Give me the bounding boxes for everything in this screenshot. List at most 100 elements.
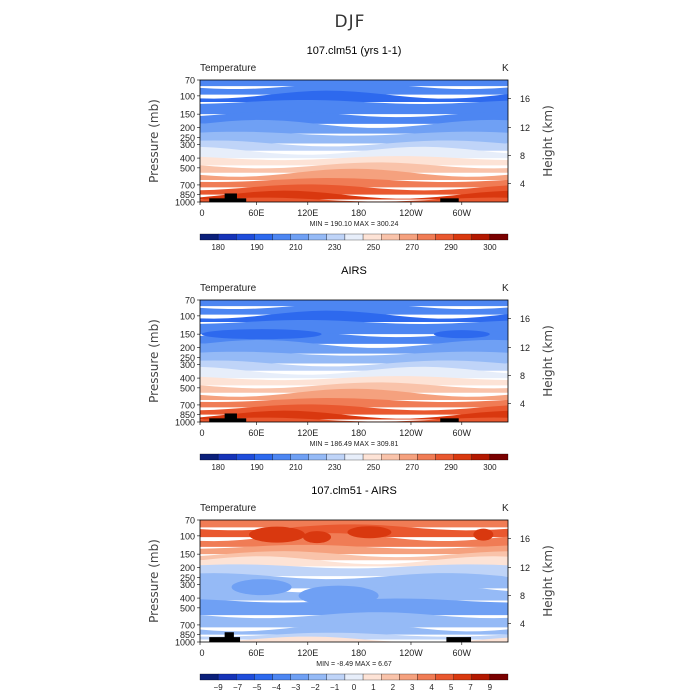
contour-band: [200, 636, 508, 642]
colorbar-swatch: [362, 673, 382, 681]
colorbar-swatch: [435, 673, 454, 681]
chart-panel-1: 107.clm51 (yrs 1-1) Temperature K 70 100 150 2…: [147, 45, 555, 252]
contour-band: [200, 612, 508, 628]
contour-band: [200, 168, 508, 181]
panel-variable-label: Temperature: [200, 63, 257, 74]
colorbar-swatch: [217, 453, 237, 461]
colorbar-tick-label: 2: [391, 683, 396, 692]
x-tick-label: 60E: [248, 208, 264, 218]
y-tick-label: 850: [180, 410, 195, 420]
y-tick-label: 200: [180, 563, 195, 573]
contour-band: [200, 623, 508, 635]
colorbar-tick-label: 3: [410, 683, 415, 692]
contour-band: [200, 382, 508, 393]
y2-tick-label: 16: [520, 94, 530, 104]
y-tick-label: 500: [180, 603, 195, 613]
contour-band: [200, 131, 508, 144]
contour-band: [200, 376, 508, 386]
colorbar-tick-label: 250: [367, 243, 381, 252]
topography: [440, 418, 459, 422]
contour-field: [200, 80, 508, 202]
colorbar-swatch: [236, 673, 255, 681]
colorbar-swatch: [290, 453, 309, 461]
contour-band: [200, 119, 508, 134]
plot-frame: [199, 519, 509, 643]
colorbar-swatch: [236, 453, 255, 461]
colorbar-swatch: [254, 673, 273, 681]
colorbar-swatch: [199, 673, 219, 681]
contour-band: [200, 83, 508, 95]
colorbar-tick-label: 0: [352, 683, 357, 692]
colorbar-swatch: [381, 453, 400, 461]
colorbar-swatch: [272, 233, 291, 241]
anomaly-cell: [347, 526, 392, 539]
y-tick-label: 400: [180, 374, 195, 384]
contour-band: [200, 520, 508, 528]
y-tick-label: 1000: [175, 418, 195, 428]
y-tick-label: 700: [180, 620, 195, 630]
colorbar-swatch: [453, 453, 472, 461]
plot-frame: [199, 79, 509, 203]
y-tick-label: 400: [180, 594, 195, 604]
topography: [224, 413, 237, 422]
colorbar-swatch: [199, 233, 219, 241]
contour-band: [200, 190, 508, 200]
contour-band: [200, 339, 508, 354]
colorbar-swatch: [399, 453, 418, 461]
colorbar-tick-label: 230: [328, 463, 342, 472]
y-tick-label: 150: [180, 330, 195, 340]
y2-axis-title: Height (km): [541, 105, 555, 176]
colorbar-swatch: [417, 233, 436, 241]
x-tick-label: 60E: [248, 428, 264, 438]
colorbar-tick-label: 9: [488, 683, 493, 692]
contour-band: [200, 351, 508, 364]
contour-cell: [201, 329, 322, 340]
y-tick-label: 400: [180, 154, 195, 164]
y-tick-label: 250: [180, 353, 195, 363]
contour-band: [200, 303, 508, 315]
y2-tick-label: 16: [520, 314, 530, 324]
y-tick-label: 100: [180, 531, 195, 541]
y-tick-label: 250: [180, 573, 195, 583]
y2-tick-label: 8: [520, 151, 525, 161]
colorbar-tick-label: 210: [289, 243, 303, 252]
y2-axis-title: Height (km): [541, 325, 555, 396]
panel-variable-label: Temperature: [200, 503, 257, 514]
x-tick-label: 0: [199, 648, 204, 658]
colorbar-tick-label: 250: [367, 463, 381, 472]
anomaly-cell: [303, 531, 332, 544]
y2-tick-label: 16: [520, 534, 530, 544]
colorbar-swatch: [344, 673, 364, 681]
colorbar-tick-label: −1: [330, 683, 340, 692]
anomaly-cell: [473, 528, 494, 541]
colorbar-tick-label: 180: [211, 463, 225, 472]
min-max-stats: MIN = 190.10 MAX = 300.24: [310, 221, 399, 228]
colorbar-tick-label: 300: [483, 243, 497, 252]
topography: [224, 193, 237, 202]
y-tick-label: 100: [180, 91, 195, 101]
colorbar-swatch: [217, 233, 237, 241]
contour-band: [200, 598, 508, 616]
contour-band: [200, 410, 508, 420]
x-tick-label: 120W: [399, 428, 423, 438]
colorbar-tick-label: 7: [468, 683, 473, 692]
y-axis-title: Pressure (mb): [147, 539, 161, 623]
anomaly-cell: [249, 526, 305, 543]
colorbar-tick-label: 5: [449, 683, 454, 692]
colorbar-tick-label: 290: [444, 463, 458, 472]
colorbar-tick-label: 4: [429, 683, 434, 692]
colorbar-tick-label: 180: [211, 243, 225, 252]
panel-title: 107.clm51 (yrs 1-1): [307, 45, 402, 57]
y2-tick-label: 8: [520, 591, 525, 601]
y-tick-label: 200: [180, 123, 195, 133]
x-tick-label: 180: [351, 208, 366, 218]
colorbar-tick-label: −3: [291, 683, 301, 692]
y2-tick-label: 12: [520, 123, 530, 133]
y-tick-label: 1000: [175, 198, 195, 208]
x-tick-label: 60W: [453, 648, 472, 658]
colorbar-swatch: [272, 453, 291, 461]
y-tick-label: 70: [185, 516, 195, 526]
plot-frame: [199, 299, 509, 423]
y-tick-label: 850: [180, 190, 195, 200]
